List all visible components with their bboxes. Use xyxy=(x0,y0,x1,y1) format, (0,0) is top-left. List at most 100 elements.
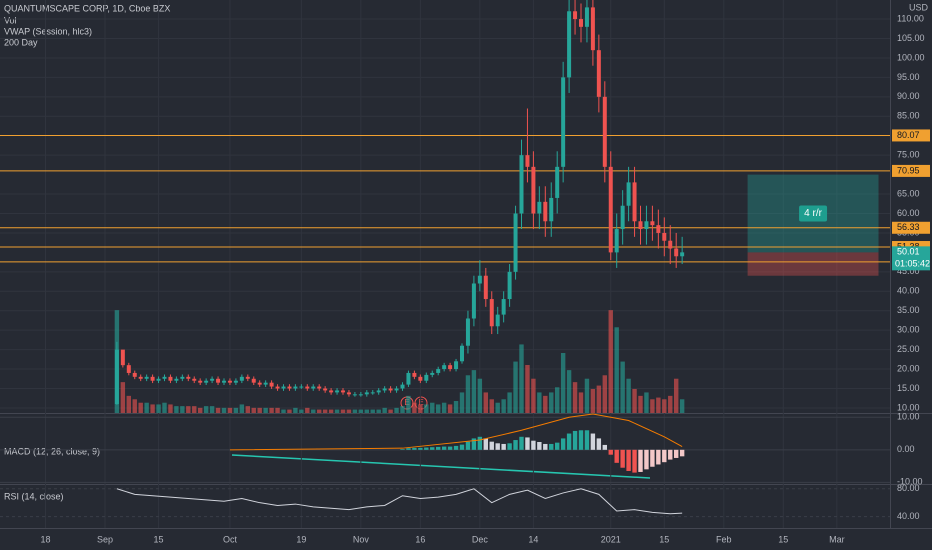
macd-bar xyxy=(644,449,649,470)
candle-body xyxy=(120,349,125,366)
candle-body xyxy=(376,390,381,393)
volume-bar xyxy=(465,375,471,413)
volume-bar xyxy=(668,395,673,413)
macd-bar xyxy=(537,442,542,450)
candle-body xyxy=(305,386,310,389)
macd-bar xyxy=(447,446,453,450)
volume-bar xyxy=(596,385,602,413)
candle-body xyxy=(620,205,625,230)
macd-bar xyxy=(477,436,483,450)
volume-bar xyxy=(305,407,310,413)
volume-bar xyxy=(233,407,239,413)
candle-body xyxy=(239,376,244,381)
volume-bar xyxy=(180,406,185,413)
candle-body xyxy=(204,380,209,383)
candle-body xyxy=(311,386,316,389)
candle-body xyxy=(126,365,131,373)
volume-bar xyxy=(156,404,161,413)
macd-bar xyxy=(626,449,631,471)
volume-bar xyxy=(328,409,334,413)
y-tick-label: 10.00 xyxy=(897,412,920,422)
loss-zone[interactable] xyxy=(747,252,879,276)
y-tick-label: 40.00 xyxy=(897,511,920,521)
volume-bar xyxy=(608,310,613,413)
candle-body xyxy=(525,155,530,167)
volume-bar xyxy=(239,404,245,413)
y-tick-label: 60.00 xyxy=(897,208,920,218)
volume-bar xyxy=(572,382,578,413)
volume-bar xyxy=(650,399,655,413)
candle-body xyxy=(346,392,351,395)
volume-bar xyxy=(644,392,649,413)
macd-bar xyxy=(560,438,566,450)
candle-body xyxy=(329,390,334,393)
volume-bar xyxy=(257,407,262,413)
candle-body xyxy=(144,376,149,379)
volume-bar xyxy=(168,404,173,413)
macd-bar xyxy=(572,430,578,450)
macd-bar xyxy=(507,443,512,450)
candle-body xyxy=(483,275,488,300)
volume-bar xyxy=(269,407,274,413)
volume-bar xyxy=(203,406,209,413)
volume-bar xyxy=(251,407,256,413)
volume-bar xyxy=(317,409,322,413)
candle-body xyxy=(269,382,274,387)
y-tick-label: 0.00 xyxy=(897,444,915,454)
volume-bar xyxy=(537,392,542,413)
candle-body xyxy=(317,386,322,389)
volume-bar xyxy=(614,327,619,413)
candle-body xyxy=(680,252,685,257)
volume-bar xyxy=(150,404,155,413)
volume-bar xyxy=(656,397,661,413)
volume-bar xyxy=(525,365,530,413)
volume-bar xyxy=(263,407,268,413)
candle-body xyxy=(638,221,643,230)
candle-body xyxy=(537,201,542,214)
candle-body xyxy=(561,77,566,167)
macd-bar xyxy=(436,446,441,450)
candle-body xyxy=(477,275,482,284)
y-tick-label: 15.00 xyxy=(897,383,920,393)
y-tick-label: 65.00 xyxy=(897,188,920,198)
candle-body xyxy=(555,166,560,198)
candle-body xyxy=(596,50,601,97)
volume-bar xyxy=(418,404,423,413)
volume-bar xyxy=(126,395,131,413)
candle-body xyxy=(287,386,292,389)
x-tick-label: 15 xyxy=(154,534,164,544)
candle-body xyxy=(394,388,399,391)
volume-bar xyxy=(436,404,441,413)
macd-bar xyxy=(465,441,471,450)
volume-bar xyxy=(394,407,399,413)
level-tag xyxy=(892,129,930,142)
candle-body xyxy=(227,380,232,383)
candle-body xyxy=(418,376,423,381)
volume-bar xyxy=(566,370,572,413)
macd-bar xyxy=(596,438,602,450)
level-label: 80.07 xyxy=(897,130,920,140)
candle-body xyxy=(180,376,185,379)
countdown: 01:05:42 xyxy=(895,259,930,269)
macd-bar xyxy=(418,447,423,450)
candle-body xyxy=(644,221,649,230)
macd-title: MACD (12, 26, close, 9) xyxy=(4,446,100,456)
volume-bar xyxy=(227,407,233,413)
volume-bar xyxy=(531,378,536,413)
candle-body xyxy=(400,384,405,389)
volume-bar xyxy=(602,375,607,413)
volume-bar xyxy=(477,378,483,413)
candle-body xyxy=(263,382,268,385)
candle-body xyxy=(632,182,637,222)
macd-bar xyxy=(531,440,536,450)
candle-body xyxy=(584,7,589,27)
candle-body xyxy=(233,380,238,383)
candle-body xyxy=(210,378,215,381)
candle-body xyxy=(281,386,286,389)
macd-bar xyxy=(620,449,625,468)
candle-body xyxy=(388,388,393,391)
y-tick-label: 95.00 xyxy=(897,72,920,82)
rr-label: 4 r/r xyxy=(804,208,822,219)
candle-body xyxy=(424,374,429,381)
volume-bar xyxy=(543,395,548,413)
